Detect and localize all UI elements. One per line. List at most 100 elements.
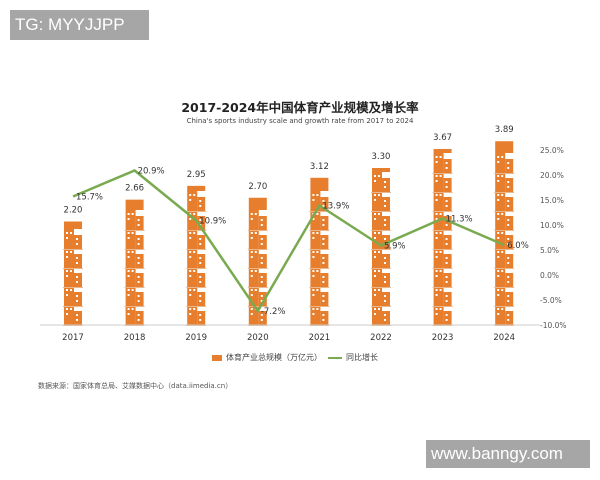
building-icon (124, 286, 145, 307)
building-icon (494, 286, 515, 307)
bar-series (63, 141, 515, 326)
svg-text:5.0%: 5.0% (540, 246, 559, 255)
building-icon (186, 305, 207, 326)
building-icon (371, 172, 391, 193)
building-icon (432, 191, 453, 212)
building-icon (309, 267, 330, 288)
building-icon (124, 248, 145, 269)
svg-text:2017: 2017 (62, 333, 84, 343)
building-icon (247, 248, 268, 269)
building-icon (494, 191, 515, 212)
building-icon (494, 267, 515, 288)
legend-label-growth: 同比增长 (346, 353, 378, 362)
svg-text:15.7%: 15.7% (76, 193, 103, 203)
svg-text:25.0%: 25.0% (540, 146, 564, 155)
legend-item-scale[interactable]: 体育产业总规模（万亿元） (212, 352, 322, 363)
line-swatch-icon (328, 356, 342, 359)
svg-text:10.0%: 10.0% (540, 221, 564, 230)
building-icon (371, 267, 391, 288)
svg-text:2018: 2018 (124, 333, 146, 343)
svg-text:11.3%: 11.3% (446, 215, 473, 225)
building-icon (63, 229, 83, 250)
building-icon (247, 229, 268, 250)
building-icon (63, 286, 83, 307)
building-icon (371, 286, 391, 307)
building-icon (309, 305, 330, 326)
building-icon (247, 210, 268, 231)
building-icon (371, 305, 391, 326)
building-icon (494, 153, 515, 174)
svg-text:20.0%: 20.0% (540, 171, 564, 180)
building-icon (212, 354, 222, 361)
svg-text:20.9%: 20.9% (138, 167, 165, 177)
svg-text:2.70: 2.70 (248, 182, 267, 192)
svg-text:3.67: 3.67 (433, 133, 452, 143)
building-icon (309, 286, 330, 307)
watermark-bottom: www.banngy.com (426, 440, 590, 468)
svg-text:2.20: 2.20 (64, 206, 83, 216)
legend-label-scale: 体育产业总规模（万亿元） (226, 353, 322, 362)
legend: 体育产业总规模（万亿元） 同比增长 (212, 352, 378, 363)
building-icon (432, 172, 453, 193)
bar-value-labels: 2.20 2.66 2.95 2.70 3.12 3.30 3.67 3.89 (64, 125, 514, 215)
growth-line (72, 169, 505, 314)
svg-text:2019: 2019 (185, 333, 207, 343)
building-icon (371, 210, 391, 231)
building-icon (63, 248, 83, 269)
building-icon (63, 305, 83, 326)
x-axis-labels: 2017 2018 2019 2020 2021 2022 2023 2024 (62, 333, 515, 343)
building-icon (432, 153, 453, 174)
building-icon (186, 191, 207, 212)
svg-text:3.12: 3.12 (310, 162, 329, 172)
svg-text:3.89: 3.89 (495, 125, 514, 135)
svg-text:2020: 2020 (247, 333, 269, 343)
building-icon (247, 286, 268, 307)
building-icon (124, 267, 145, 288)
building-icon (432, 305, 453, 326)
chart-subtitle: China's sports industry scale and growth… (186, 117, 414, 125)
svg-text:2.95: 2.95 (187, 170, 206, 180)
building-icon (186, 286, 207, 307)
svg-text:5.9%: 5.9% (384, 242, 406, 252)
svg-text:2023: 2023 (432, 333, 454, 343)
svg-text:2.66: 2.66 (125, 184, 144, 194)
svg-text:-5.0%: -5.0% (540, 296, 562, 305)
building-icon (432, 286, 453, 307)
building-icon (494, 248, 515, 269)
building-icon (247, 267, 268, 288)
building-icon (63, 267, 83, 288)
svg-text:10.9%: 10.9% (199, 217, 226, 227)
building-icon (309, 210, 330, 231)
building-icon (186, 248, 207, 269)
y2-axis-labels: 25.0% 20.0% 15.0% 10.0% 5.0% 0.0% -5.0% -10.0% (540, 146, 567, 330)
building-icon (124, 305, 145, 326)
building-icon (432, 248, 453, 269)
building-icon (124, 229, 145, 250)
watermark-top: TG: MYYJJPP (10, 10, 149, 40)
building-icon (432, 267, 453, 288)
building-icon (186, 267, 207, 288)
svg-text:2022: 2022 (370, 333, 392, 343)
svg-text:-10.0%: -10.0% (540, 321, 567, 330)
building-icon (124, 210, 145, 231)
building-icon (371, 191, 391, 212)
svg-text:-7.2%: -7.2% (261, 307, 286, 317)
building-icon (432, 229, 453, 250)
svg-text:3.30: 3.30 (372, 152, 391, 162)
svg-text:13.9%: 13.9% (322, 202, 349, 212)
svg-text:6.0%: 6.0% (507, 241, 529, 251)
legend-item-growth[interactable]: 同比增长 (328, 352, 378, 363)
svg-text:2024: 2024 (493, 333, 515, 343)
building-icon (494, 305, 515, 326)
chart-title: 2017-2024年中国体育产业规模及增长率 (181, 100, 419, 115)
building-icon (309, 229, 330, 250)
building-icon (309, 248, 330, 269)
svg-text:15.0%: 15.0% (540, 196, 564, 205)
growth-labels: 15.7% 20.9% 10.9% -7.2% 13.9% 5.9% 11.3% 6.0% (76, 167, 529, 318)
data-source: 数据来源：国家体育总局、艾媒数据中心（data.iimedia.cn） (38, 382, 233, 390)
building-icon (494, 172, 515, 193)
svg-text:0.0%: 0.0% (540, 271, 559, 280)
building-icon (494, 210, 515, 231)
svg-text:2021: 2021 (309, 333, 331, 343)
